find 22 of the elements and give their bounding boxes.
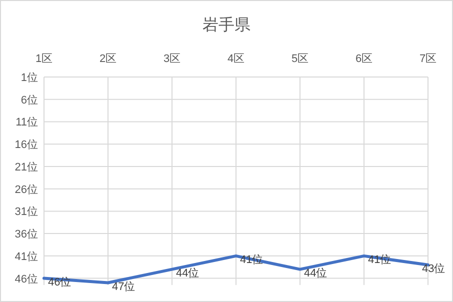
ytick: 21位 xyxy=(14,161,38,174)
xtick: 7区 xyxy=(419,53,437,65)
ytick: 1位 xyxy=(20,72,38,84)
ytick: 41位 xyxy=(14,250,38,263)
xtick: 3区 xyxy=(163,53,181,65)
ytick: 46位 xyxy=(14,273,38,286)
ytick: 6位 xyxy=(20,94,38,106)
ytick: 31位 xyxy=(14,206,38,218)
xtick: 5区 xyxy=(291,53,309,65)
xtick: 2区 xyxy=(99,53,117,65)
title: 岩手県 xyxy=(202,17,250,34)
xtick: 1区 xyxy=(35,53,53,65)
ytick: 26位 xyxy=(14,184,38,196)
data-label: 44位 xyxy=(176,267,200,280)
ytick: 36位 xyxy=(14,228,38,241)
data-label: 44位 xyxy=(304,267,328,280)
xtick: 6区 xyxy=(355,53,373,65)
xtick: 4区 xyxy=(227,53,245,65)
ytick: 11位 xyxy=(16,116,38,129)
ytick: 16位 xyxy=(14,139,38,152)
data-label: 47位 xyxy=(112,280,136,293)
data-label: 43位 xyxy=(422,262,446,275)
